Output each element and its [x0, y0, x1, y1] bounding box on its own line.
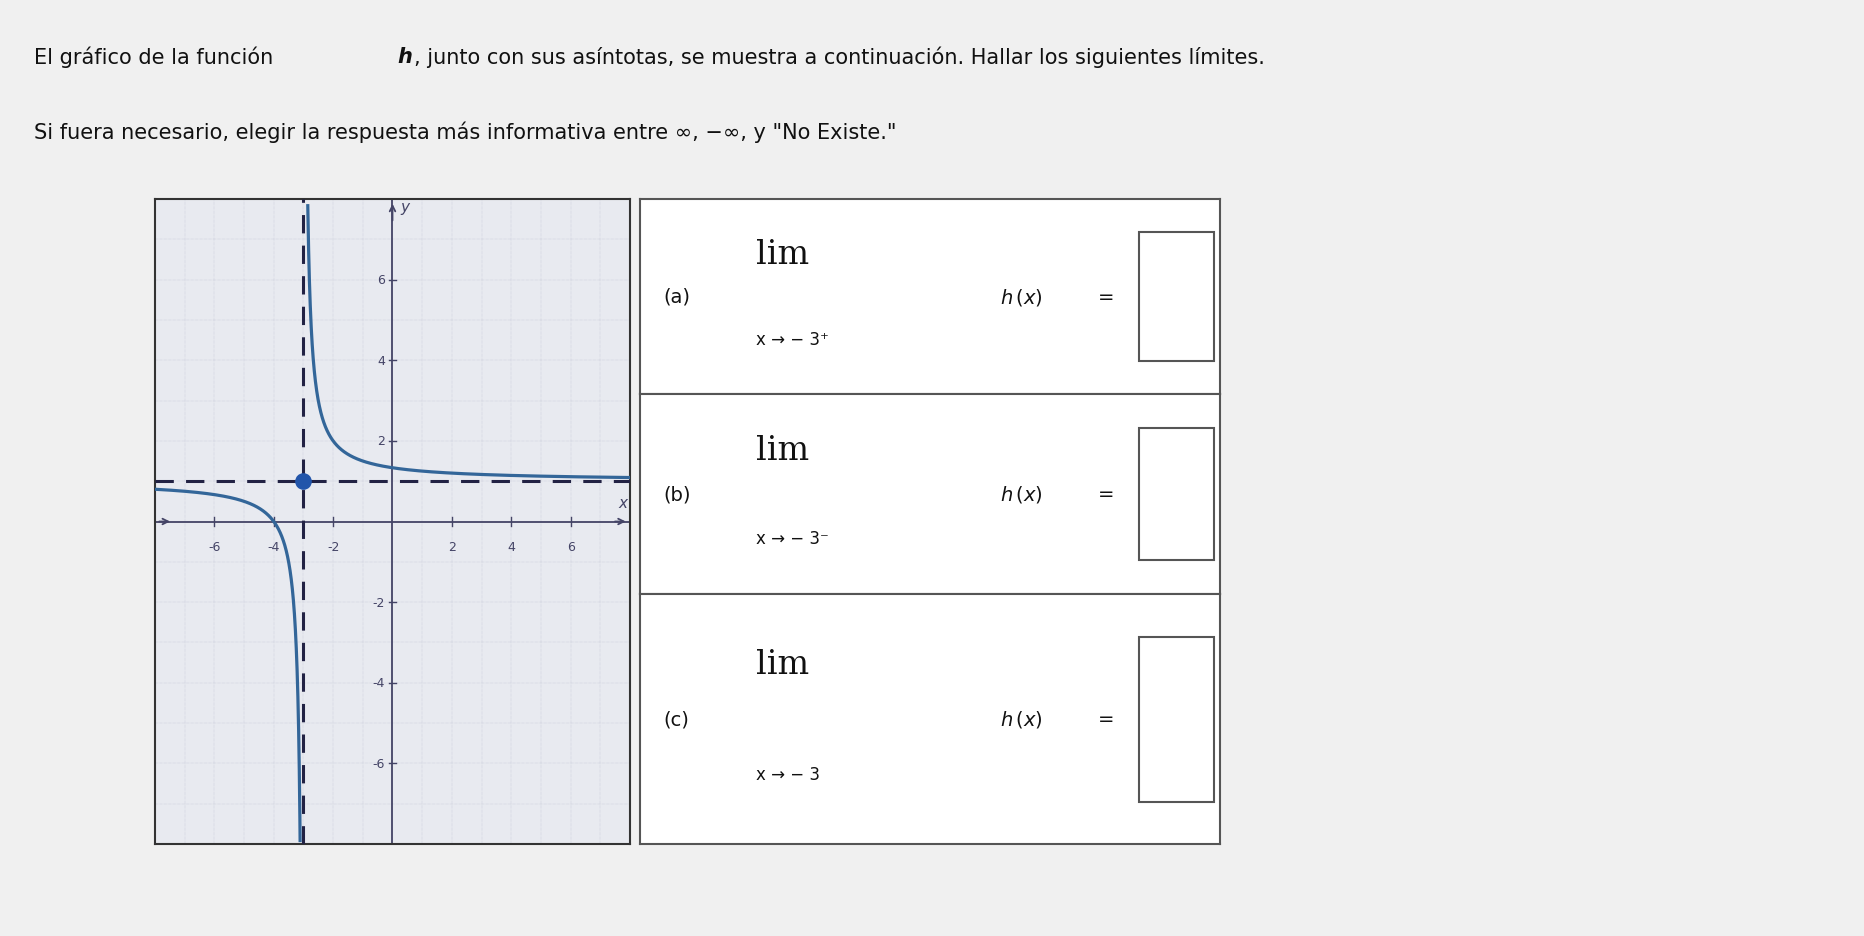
- Text: (a): (a): [664, 287, 690, 307]
- Text: -6: -6: [373, 757, 384, 770]
- Text: x → − 3: x → − 3: [755, 766, 820, 783]
- FancyBboxPatch shape: [1139, 636, 1213, 801]
- Text: -6: -6: [209, 540, 220, 553]
- Text: x → − 3⁺: x → − 3⁺: [755, 331, 828, 349]
- FancyBboxPatch shape: [1139, 429, 1213, 561]
- Text: 2: 2: [447, 540, 455, 553]
- Text: 4: 4: [377, 355, 384, 367]
- Text: =: =: [1098, 709, 1115, 729]
- Text: $h\,(x)$: $h\,(x)$: [999, 286, 1042, 308]
- Text: 4: 4: [507, 540, 514, 553]
- Text: $h\,(x)$: $h\,(x)$: [999, 709, 1042, 730]
- Text: =: =: [1098, 485, 1115, 504]
- Text: (b): (b): [664, 485, 690, 504]
- Text: $h\,(x)$: $h\,(x)$: [999, 484, 1042, 505]
- Text: -4: -4: [373, 677, 384, 690]
- Text: =: =: [1098, 287, 1115, 307]
- Text: x: x: [617, 496, 626, 511]
- Text: -2: -2: [373, 596, 384, 609]
- Text: El gráfico de la función: El gráfico de la función: [34, 47, 280, 68]
- Text: y: y: [399, 200, 408, 215]
- Text: Si fuera necesario, elegir la respuesta más informativa entre ∞, −∞, y "No Exist: Si fuera necesario, elegir la respuesta …: [34, 122, 895, 143]
- Text: -2: -2: [326, 540, 339, 553]
- Text: 6: 6: [567, 540, 574, 553]
- Text: h: h: [397, 47, 412, 66]
- Text: -4: -4: [267, 540, 280, 553]
- Text: x → − 3⁻: x → − 3⁻: [755, 530, 828, 548]
- Text: lim: lim: [755, 434, 809, 466]
- Text: lim: lim: [755, 649, 809, 680]
- Text: 2: 2: [377, 435, 384, 448]
- Text: 6: 6: [377, 274, 384, 286]
- Text: , junto con sus asíntotas, se muestra a continuación. Hallar los siguientes lími: , junto con sus asíntotas, se muestra a …: [414, 47, 1264, 68]
- Text: (c): (c): [664, 709, 688, 729]
- FancyBboxPatch shape: [1139, 233, 1213, 361]
- Text: lim: lim: [755, 239, 809, 271]
